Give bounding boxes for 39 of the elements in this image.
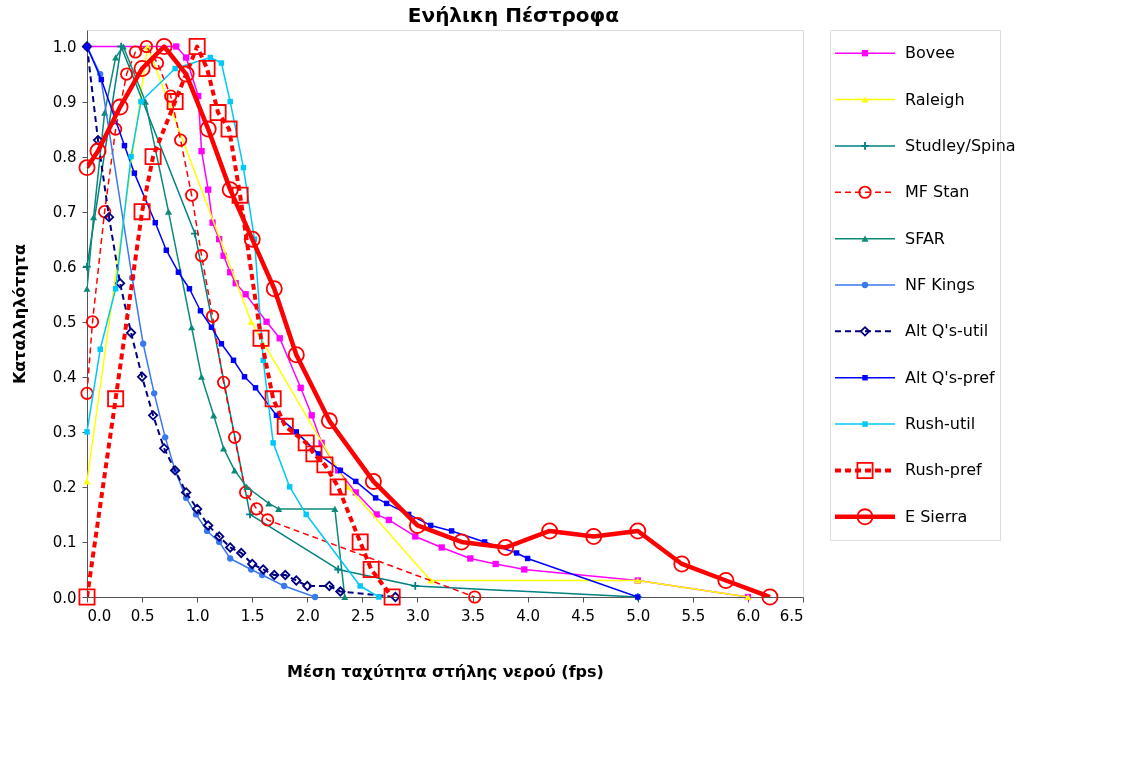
legend-label: Rush-util: [905, 414, 976, 434]
x-tick-label: 3.0: [406, 606, 430, 625]
x-tick-label: 3.5: [461, 606, 485, 625]
x-axis-title: Μέση ταχύτητα στήλης νερού (fps): [287, 661, 604, 681]
legend-label: Bovee: [905, 43, 955, 63]
legend-label: MF Stan: [905, 182, 970, 202]
y-tick-label: 0.9: [52, 93, 77, 112]
legend-label: Raleigh: [905, 89, 965, 109]
x-tick-label: 1.0: [185, 606, 210, 625]
legend-label: E Sierra: [905, 506, 968, 526]
legend-label: Alt Q's-pref: [905, 367, 996, 387]
y-tick-label: 0.3: [52, 423, 77, 442]
x-tick-label: 1.5: [240, 606, 265, 625]
legend-label: Rush-pref: [905, 460, 983, 480]
y-tick-label: 0.2: [52, 478, 77, 497]
legend-label: NF Kings: [905, 275, 975, 294]
legend-label: Alt Q's-util: [905, 321, 989, 341]
y-axis-title: Καταλληλότητα: [9, 243, 29, 385]
y-tick-label: 0.0: [52, 588, 77, 607]
y-tick-label: 0.6: [52, 258, 77, 277]
x-tick-label: 0.0: [87, 606, 112, 625]
y-tick-label: 0.7: [52, 203, 77, 222]
x-tick-label: 5.5: [681, 606, 706, 625]
y-tick-label: 0.4: [52, 368, 77, 387]
legend-label: SFAR: [905, 228, 945, 248]
x-tick-label: 6.5: [779, 606, 804, 625]
x-tick-label: 0.5: [130, 606, 155, 625]
y-tick-label: 0.1: [52, 533, 77, 552]
y-tick-label: 1.0: [52, 38, 77, 57]
x-tick-label: 4.0: [516, 606, 541, 625]
x-tick-label: 2.5: [350, 606, 375, 625]
y-tick-label: 0.8: [52, 148, 77, 167]
y-tick-label: 0.5: [52, 313, 77, 332]
x-tick-label: 5.0: [626, 606, 651, 625]
x-tick-label: 4.5: [571, 606, 596, 625]
legend-label: Studley/Spina: [905, 135, 1016, 155]
chart-title: Ενήλικη Πέστροφα: [407, 2, 619, 27]
x-tick-label: 2.0: [295, 606, 320, 625]
x-tick-label: 6.0: [736, 606, 761, 625]
